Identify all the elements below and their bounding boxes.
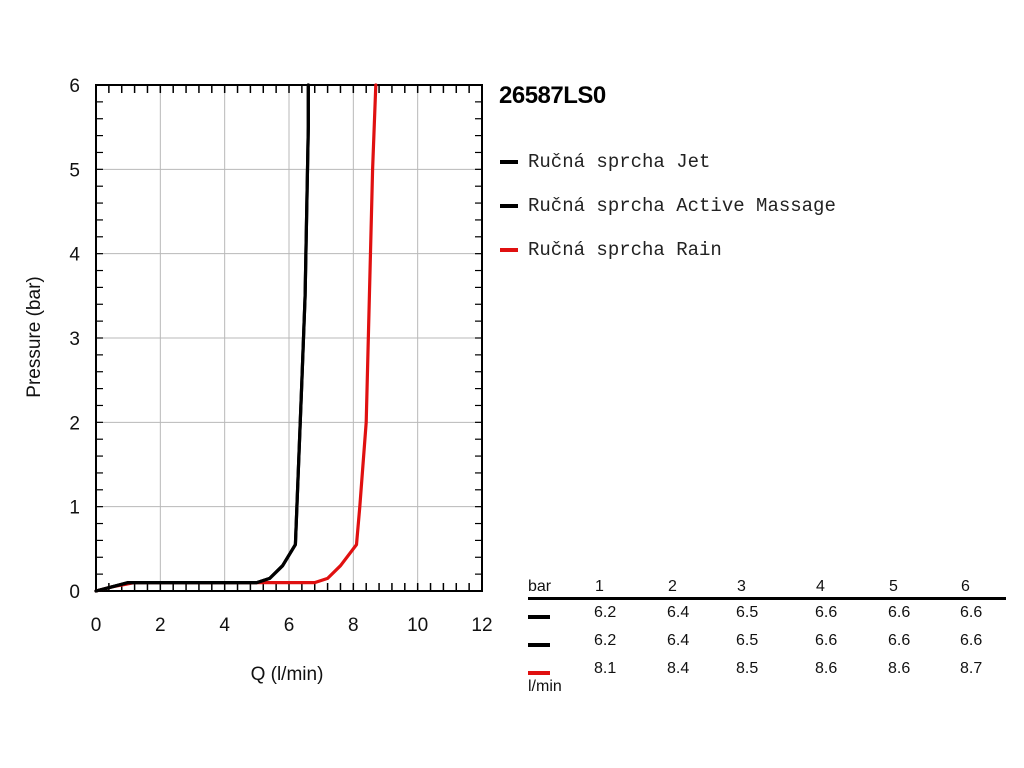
table-unit-label: l/min: [528, 678, 562, 695]
table-cell: 6.6: [960, 632, 983, 649]
table-cell: 8.6: [888, 660, 911, 677]
table-cell: 8.7: [960, 660, 983, 677]
legend: Ručná sprcha Jet Ručná sprcha Active Mas…: [500, 140, 836, 272]
x-tick-label: 10: [407, 615, 428, 636]
y-tick-label: 4: [69, 245, 80, 266]
plot-frame: [95, 84, 483, 592]
legend-swatch: [500, 204, 518, 208]
legend-swatch: [500, 160, 518, 164]
table-cell: 8.5: [736, 660, 759, 677]
y-tick-label: 0: [69, 582, 80, 603]
legend-swatch: [500, 248, 518, 252]
x-tick-label: 4: [219, 615, 230, 636]
table-header-cell: 6: [961, 578, 970, 595]
y-axis-title: Pressure (bar): [24, 276, 45, 397]
table-header-cell: 3: [737, 578, 746, 595]
table-cell: 6.4: [667, 632, 690, 649]
legend-label: Ručná sprcha Jet: [528, 151, 711, 173]
y-tick-label: 3: [69, 329, 80, 350]
table-cell: 6.6: [815, 632, 838, 649]
table-cell: 6.6: [815, 604, 838, 621]
table-cell: 8.6: [815, 660, 838, 677]
series-line: [94, 83, 310, 593]
x-tick-label: 6: [284, 615, 295, 636]
table-cell: 8.1: [594, 660, 617, 677]
table-cell: 6.2: [594, 632, 617, 649]
row-swatch: [528, 671, 550, 675]
table-cell: 6.5: [736, 632, 759, 649]
x-tick-label: 0: [91, 615, 102, 636]
y-tick-label: 6: [69, 76, 80, 97]
table-header-cell: 5: [889, 578, 898, 595]
table-cell: 6.6: [888, 604, 911, 621]
x-tick-label: 8: [348, 615, 359, 636]
x-tick-label: 12: [471, 615, 492, 636]
table-cell: 6.5: [736, 604, 759, 621]
table-header-cell: 2: [668, 578, 677, 595]
x-tick-label: 2: [155, 615, 166, 636]
table-divider: [528, 597, 1006, 600]
chart-title: 26587LS0: [499, 82, 606, 109]
table-header-cell: 1: [595, 578, 604, 595]
table-header-label: bar: [528, 578, 552, 595]
y-tick-label: 1: [69, 498, 80, 519]
legend-item: Ručná sprcha Active Massage: [500, 184, 836, 228]
x-axis-title: Q (l/min): [251, 664, 324, 685]
table-cell: 6.6: [888, 632, 911, 649]
y-tick-label: 5: [69, 160, 80, 181]
legend-label: Ručná sprcha Rain: [528, 239, 722, 261]
legend-item: Ručná sprcha Rain: [500, 228, 836, 272]
table-cell: 6.2: [594, 604, 617, 621]
legend-label: Ručná sprcha Active Massage: [528, 195, 836, 217]
table-cell: 6.4: [667, 604, 690, 621]
table-cell: 8.4: [667, 660, 690, 677]
table-header-cell: 4: [816, 578, 825, 595]
legend-item: Ručná sprcha Jet: [500, 140, 836, 184]
table-cell: 6.6: [960, 604, 983, 621]
row-swatch: [528, 643, 550, 647]
y-tick-label: 2: [69, 413, 80, 434]
row-swatch: [528, 615, 550, 619]
